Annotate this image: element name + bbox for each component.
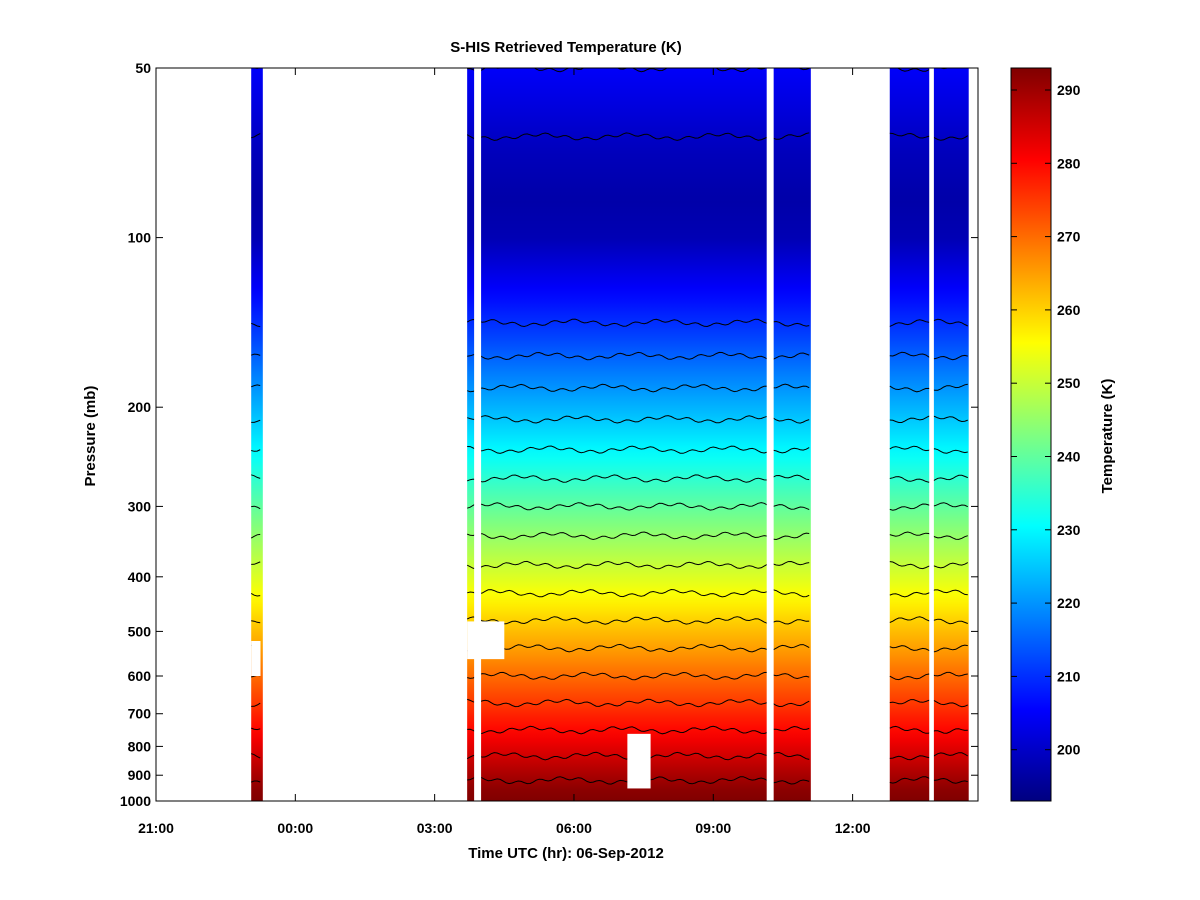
isotherm-290k [251, 780, 261, 783]
y-tick-label: 800 [128, 738, 152, 754]
axes: 21:00 00:00 03:00 06:00 09:00 12:00 50 100 200 30… [120, 60, 979, 836]
chart-title: S-HIS Retrieved Temperature (K) [450, 39, 681, 56]
isotherm-250k [251, 561, 261, 565]
y-tick-label: 400 [128, 569, 152, 585]
y-tick-label: 50 [135, 60, 151, 76]
isotherm-210k [251, 322, 261, 328]
x-tick-label: 12:00 [835, 820, 871, 836]
isotherm-260k [466, 616, 810, 625]
colorbar-tick-label: 240 [1057, 448, 1081, 464]
y-tick-label: 100 [128, 230, 152, 246]
isotherm-215k [467, 351, 810, 361]
plot-frame [155, 67, 979, 802]
x-tick-label: 03:00 [417, 820, 453, 836]
x-tick-label: 06:00 [556, 820, 592, 836]
isotherm-275k [889, 699, 969, 708]
isotherm-265k [467, 643, 810, 653]
isotherm-285k [251, 753, 261, 759]
isotherm-210k [466, 318, 810, 328]
isotherm-240k [251, 505, 261, 510]
isotherm-270k [889, 671, 968, 681]
x-axis-label: Time UTC (hr): 06-Sep-2012 [468, 845, 664, 862]
isotherm-215k [889, 351, 968, 361]
isotherm-280k [251, 727, 261, 731]
isotherm-225k [251, 419, 261, 423]
colorbar-label: Temperature (K) [1099, 379, 1116, 494]
colorbar-scale [1010, 67, 1052, 802]
isotherm-230k [889, 445, 968, 454]
colorbar-tick-label: 280 [1057, 155, 1081, 171]
isotherm-260k [251, 620, 261, 624]
y-tick-label: 900 [128, 767, 152, 783]
y-tick-label: 700 [128, 706, 152, 722]
isotherm-225k [467, 415, 810, 424]
isotherm-275k [251, 702, 261, 707]
missing-data-gap-3 [817, 68, 853, 801]
isotherm-210k [889, 318, 969, 327]
y-axis-label: Pressure (mb) [82, 386, 99, 487]
isotherm-280k [467, 725, 810, 735]
colorbar-tick-label: 200 [1057, 742, 1081, 758]
isotherm-230k [251, 449, 261, 452]
y-tick-label: 300 [128, 498, 152, 514]
isotherm-200k [251, 133, 261, 139]
colorbar-tick-label: 270 [1057, 229, 1081, 245]
missing-data-gap-2 [766, 68, 774, 801]
x-tick-label: 21:00 [138, 820, 174, 836]
y-tick-label: 600 [128, 668, 152, 684]
isotherm-255k [889, 589, 968, 598]
isotherm-220k [889, 383, 968, 393]
x-tick-label: 00:00 [277, 820, 313, 836]
isotherm-240k [889, 502, 969, 511]
colorbar-tick-label: 220 [1057, 595, 1081, 611]
isotherm-275k [467, 698, 810, 708]
isotherm-290k [889, 776, 968, 784]
colorbar-tick-label: 250 [1057, 375, 1081, 391]
plot-area [250, 68, 969, 801]
missing-data-gap-1 [474, 68, 482, 801]
isotherm-245k [889, 531, 968, 540]
colorbar-tick-label: 210 [1057, 668, 1081, 684]
isotherm-205k [467, 68, 810, 73]
isotherm-205k [896, 68, 965, 72]
colorbar-tick-label: 290 [1057, 82, 1081, 98]
y-tick-label: 200 [128, 399, 152, 415]
isotherm-240k [467, 502, 810, 511]
isotherm-255k [250, 592, 261, 597]
isotherm-250k [889, 561, 969, 570]
y-tick-label: 1000 [120, 793, 151, 809]
missing-data-gap-5 [627, 733, 651, 789]
missing-data-gap-7 [929, 68, 934, 801]
colorbar-tick-label: 230 [1057, 522, 1081, 538]
data-segment-2 [467, 68, 811, 801]
data-segment-1 [251, 68, 263, 801]
isotherm-235k [467, 474, 810, 483]
isotherm-280k [889, 725, 968, 734]
isotherm-255k [467, 588, 810, 598]
colorbar: 200 210 220 230 240 250 260 270 280 290 [1010, 67, 1081, 802]
isotherm-245k [250, 533, 261, 539]
missing-data-gap-6 [251, 640, 261, 677]
colorbar-tick-label: 260 [1057, 302, 1081, 318]
isotherm-245k [467, 531, 810, 541]
isotherm-260k [889, 616, 968, 625]
missing-data-gap-4 [467, 621, 505, 660]
isotherm-250k [466, 560, 810, 570]
y-tick-label: 500 [128, 623, 152, 639]
isotherm-220k [467, 383, 810, 393]
isotherm-200k [466, 132, 810, 141]
isotherm-contours [250, 68, 969, 785]
isotherm-215k [251, 353, 261, 356]
isotherm-235k [251, 474, 261, 479]
isotherm-235k [889, 474, 968, 483]
isotherm-225k [889, 415, 968, 423]
isotherm-270k [467, 671, 810, 681]
isotherm-200k [889, 132, 969, 141]
x-tick-label: 09:00 [695, 820, 731, 836]
isotherm-285k [889, 752, 969, 761]
isotherm-220k [251, 384, 261, 388]
isotherm-230k [467, 445, 810, 454]
isotherm-265k [889, 644, 968, 653]
